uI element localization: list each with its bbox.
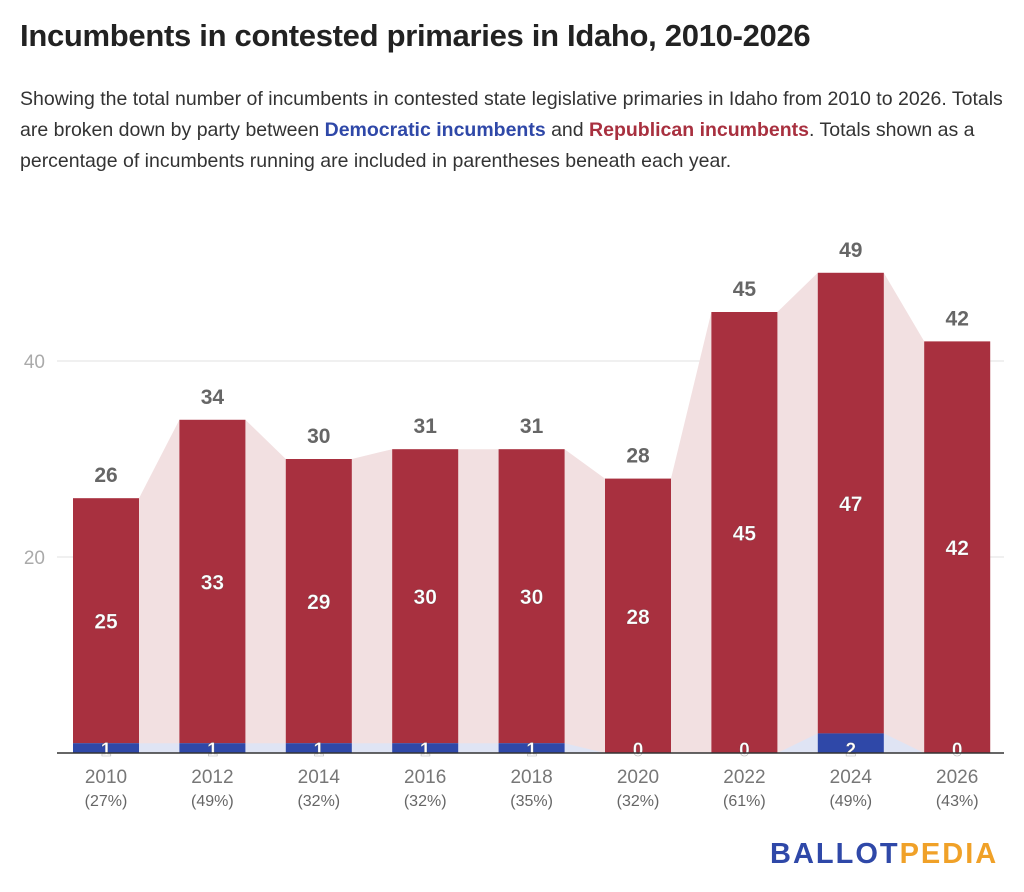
republican-bar — [924, 341, 991, 753]
democratic-bar — [285, 743, 352, 753]
total-value-label: 30 — [307, 425, 330, 448]
democratic-bar — [817, 733, 884, 753]
y-tick-label: 20 — [24, 548, 45, 569]
republican-bar — [711, 312, 778, 753]
republican-bar — [392, 449, 459, 744]
republican-value-label: 30 — [520, 586, 543, 609]
percent-label: (43%) — [936, 793, 979, 810]
x-tick-label: 2020 — [617, 767, 659, 788]
percent-label: (27%) — [85, 793, 128, 810]
republican-value-label: 28 — [626, 606, 650, 629]
total-value-label: 34 — [201, 386, 225, 409]
republican-value-label: 45 — [733, 523, 757, 546]
total-value-label: 28 — [626, 445, 650, 468]
x-tick-label: 2010 — [85, 767, 127, 788]
republican-bar — [73, 498, 139, 744]
republican-bar — [605, 478, 671, 753]
percent-label: (61%) — [723, 793, 766, 810]
democratic-value-label: 2 — [846, 740, 857, 761]
republican-value-label: 25 — [94, 611, 118, 634]
percent-label: (35%) — [510, 793, 553, 810]
total-value-label: 45 — [733, 278, 757, 301]
total-value-label: 31 — [520, 415, 544, 438]
democratic-value-label: 0 — [633, 740, 644, 761]
republican-value-label: 29 — [307, 591, 330, 614]
total-value-label: 49 — [839, 239, 862, 262]
democratic-value-label: 0 — [952, 740, 963, 761]
democratic-value-label: 1 — [101, 740, 112, 761]
chart-title: Incumbents in contested primaries in Ida… — [20, 18, 811, 53]
legend-democratic: Democratic incumbents — [324, 119, 546, 141]
total-value-label: 42 — [946, 307, 969, 330]
x-tick-label: 2016 — [404, 767, 446, 788]
legend-republican: Republican incumbents — [589, 119, 809, 141]
x-tick-label: 2022 — [723, 767, 765, 788]
x-tick-label: 2024 — [830, 767, 873, 788]
republican-bar — [285, 459, 352, 744]
ballotpedia-logo: BALLOTPEDIA — [770, 838, 999, 870]
x-tick-label: 2014 — [298, 767, 341, 788]
republican-value-label: 33 — [201, 572, 224, 595]
percent-label: (32%) — [297, 793, 340, 810]
democratic-value-label: 1 — [420, 740, 431, 761]
republican-value-label: 42 — [946, 537, 969, 560]
democratic-value-label: 1 — [314, 740, 325, 761]
percent-label: (32%) — [617, 793, 660, 810]
percent-label: (32%) — [404, 793, 447, 810]
total-value-label: 31 — [414, 415, 438, 438]
democratic-value-label: 1 — [207, 740, 218, 761]
x-tick-label: 2026 — [936, 767, 978, 788]
percent-label: (49%) — [829, 793, 872, 810]
x-tick-label: 2012 — [191, 767, 233, 788]
democratic-bar — [73, 743, 139, 753]
chart-subtitle: Showing the total number of incumbents i… — [20, 84, 1010, 177]
democratic-bar — [179, 743, 246, 753]
y-tick-label: 40 — [24, 352, 45, 373]
democratic-value-label: 1 — [526, 740, 537, 761]
democratic-bar — [392, 743, 459, 753]
percent-label: (49%) — [191, 793, 234, 810]
subtitle-text: and — [545, 119, 590, 141]
x-tick-label: 2018 — [510, 767, 552, 788]
democratic-value-label: 0 — [739, 740, 750, 761]
total-value-label: 26 — [94, 464, 117, 487]
republican-bar — [498, 449, 565, 744]
subtitle-text: . Totals shown as a percentage of incumb… — [20, 119, 975, 172]
republican-bar — [817, 272, 884, 734]
republican-value-label: 30 — [414, 586, 437, 609]
republican-value-label: 47 — [839, 493, 862, 516]
democratic-bar — [498, 743, 565, 753]
republican-bar — [179, 419, 246, 744]
subtitle-text: Showing the total number of incumbents i… — [20, 88, 1003, 141]
